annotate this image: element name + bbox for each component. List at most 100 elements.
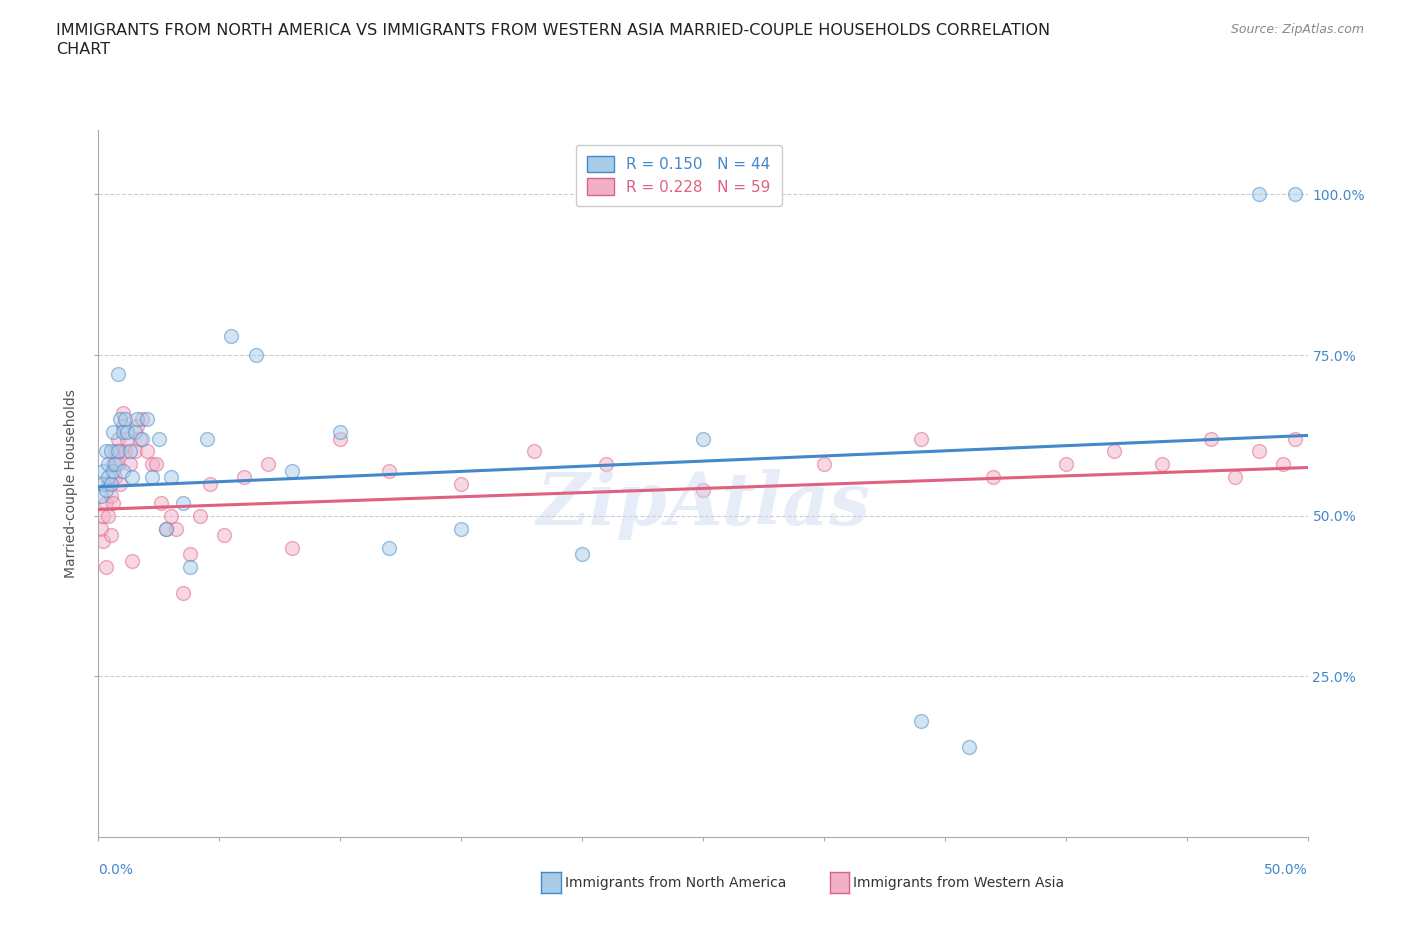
Point xyxy=(101,425,124,440)
Point xyxy=(957,739,980,754)
Point xyxy=(1223,470,1246,485)
Point xyxy=(141,457,163,472)
Point xyxy=(150,496,173,511)
Point xyxy=(107,367,129,382)
Point xyxy=(165,521,187,536)
Point xyxy=(1249,187,1271,202)
Point xyxy=(107,444,129,458)
Point xyxy=(179,547,201,562)
Text: Source: ZipAtlas.com: Source: ZipAtlas.com xyxy=(1230,23,1364,36)
Point xyxy=(1054,457,1077,472)
Point xyxy=(108,412,131,427)
Point xyxy=(131,432,153,446)
Point xyxy=(329,425,352,440)
Point xyxy=(111,463,134,478)
Point xyxy=(117,432,139,446)
Point xyxy=(198,476,221,491)
Point xyxy=(108,444,131,458)
Point xyxy=(1199,432,1222,446)
Point xyxy=(121,553,143,568)
Point xyxy=(232,470,254,485)
Point xyxy=(813,457,835,472)
Point xyxy=(1284,432,1306,446)
Text: CHART: CHART xyxy=(56,42,110,57)
Point xyxy=(155,521,177,536)
Point xyxy=(94,496,117,511)
Point xyxy=(90,521,112,536)
Point xyxy=(281,540,304,555)
Point xyxy=(256,457,278,472)
Point xyxy=(107,457,129,472)
Point xyxy=(1152,457,1174,472)
Point xyxy=(910,714,932,729)
Point xyxy=(692,483,714,498)
Point xyxy=(94,444,117,458)
Point xyxy=(135,444,157,458)
Point xyxy=(101,496,124,511)
Point xyxy=(172,585,194,600)
Point xyxy=(90,489,112,504)
Point xyxy=(221,328,243,343)
Point xyxy=(135,412,157,427)
Point xyxy=(450,476,472,491)
Point xyxy=(91,476,114,491)
Point xyxy=(118,444,141,458)
Point xyxy=(692,432,714,446)
Point xyxy=(148,432,170,446)
Point xyxy=(155,521,177,536)
Point xyxy=(131,412,153,427)
Text: ZipAtlas: ZipAtlas xyxy=(536,470,870,540)
Point xyxy=(281,463,304,478)
Point xyxy=(97,476,120,491)
Point xyxy=(111,405,134,420)
Point xyxy=(91,509,114,524)
Point xyxy=(1102,444,1125,458)
Point xyxy=(160,470,183,485)
Point xyxy=(111,418,134,433)
Point xyxy=(94,483,117,498)
Point xyxy=(377,463,399,478)
Point xyxy=(910,432,932,446)
Point xyxy=(121,470,143,485)
Point xyxy=(127,418,149,433)
Point xyxy=(101,457,124,472)
Point xyxy=(117,425,139,440)
Point xyxy=(100,444,122,458)
Point xyxy=(104,444,127,458)
Point xyxy=(100,476,122,491)
Point xyxy=(179,560,201,575)
Text: IMMIGRANTS FROM NORTH AMERICA VS IMMIGRANTS FROM WESTERN ASIA MARRIED-COUPLE HOU: IMMIGRANTS FROM NORTH AMERICA VS IMMIGRA… xyxy=(56,23,1050,38)
Point xyxy=(91,463,114,478)
Point xyxy=(94,560,117,575)
Point xyxy=(104,457,127,472)
Point xyxy=(377,540,399,555)
Point xyxy=(108,476,131,491)
Y-axis label: Married-couple Households: Married-couple Households xyxy=(65,389,79,578)
Legend: R = 0.150   N = 44, R = 0.228   N = 59: R = 0.150 N = 44, R = 0.228 N = 59 xyxy=(576,145,782,206)
Point xyxy=(329,432,352,446)
Point xyxy=(91,534,114,549)
Point xyxy=(101,463,124,478)
Point xyxy=(571,547,593,562)
Point xyxy=(145,457,167,472)
Point xyxy=(172,496,194,511)
Point xyxy=(195,432,218,446)
Text: Immigrants from North America: Immigrants from North America xyxy=(565,875,786,890)
Point xyxy=(114,412,136,427)
Point xyxy=(97,509,120,524)
Point xyxy=(595,457,617,472)
Point xyxy=(124,425,146,440)
Point xyxy=(188,509,211,524)
Point xyxy=(100,527,122,542)
Point xyxy=(1272,457,1295,472)
Point xyxy=(111,425,134,440)
Point xyxy=(450,521,472,536)
Point xyxy=(1284,187,1306,202)
Point xyxy=(160,509,183,524)
Text: 0.0%: 0.0% xyxy=(98,862,134,877)
Point xyxy=(245,348,267,363)
Point xyxy=(212,527,235,542)
Point xyxy=(97,457,120,472)
Text: 50.0%: 50.0% xyxy=(1264,862,1308,877)
Point xyxy=(100,489,122,504)
